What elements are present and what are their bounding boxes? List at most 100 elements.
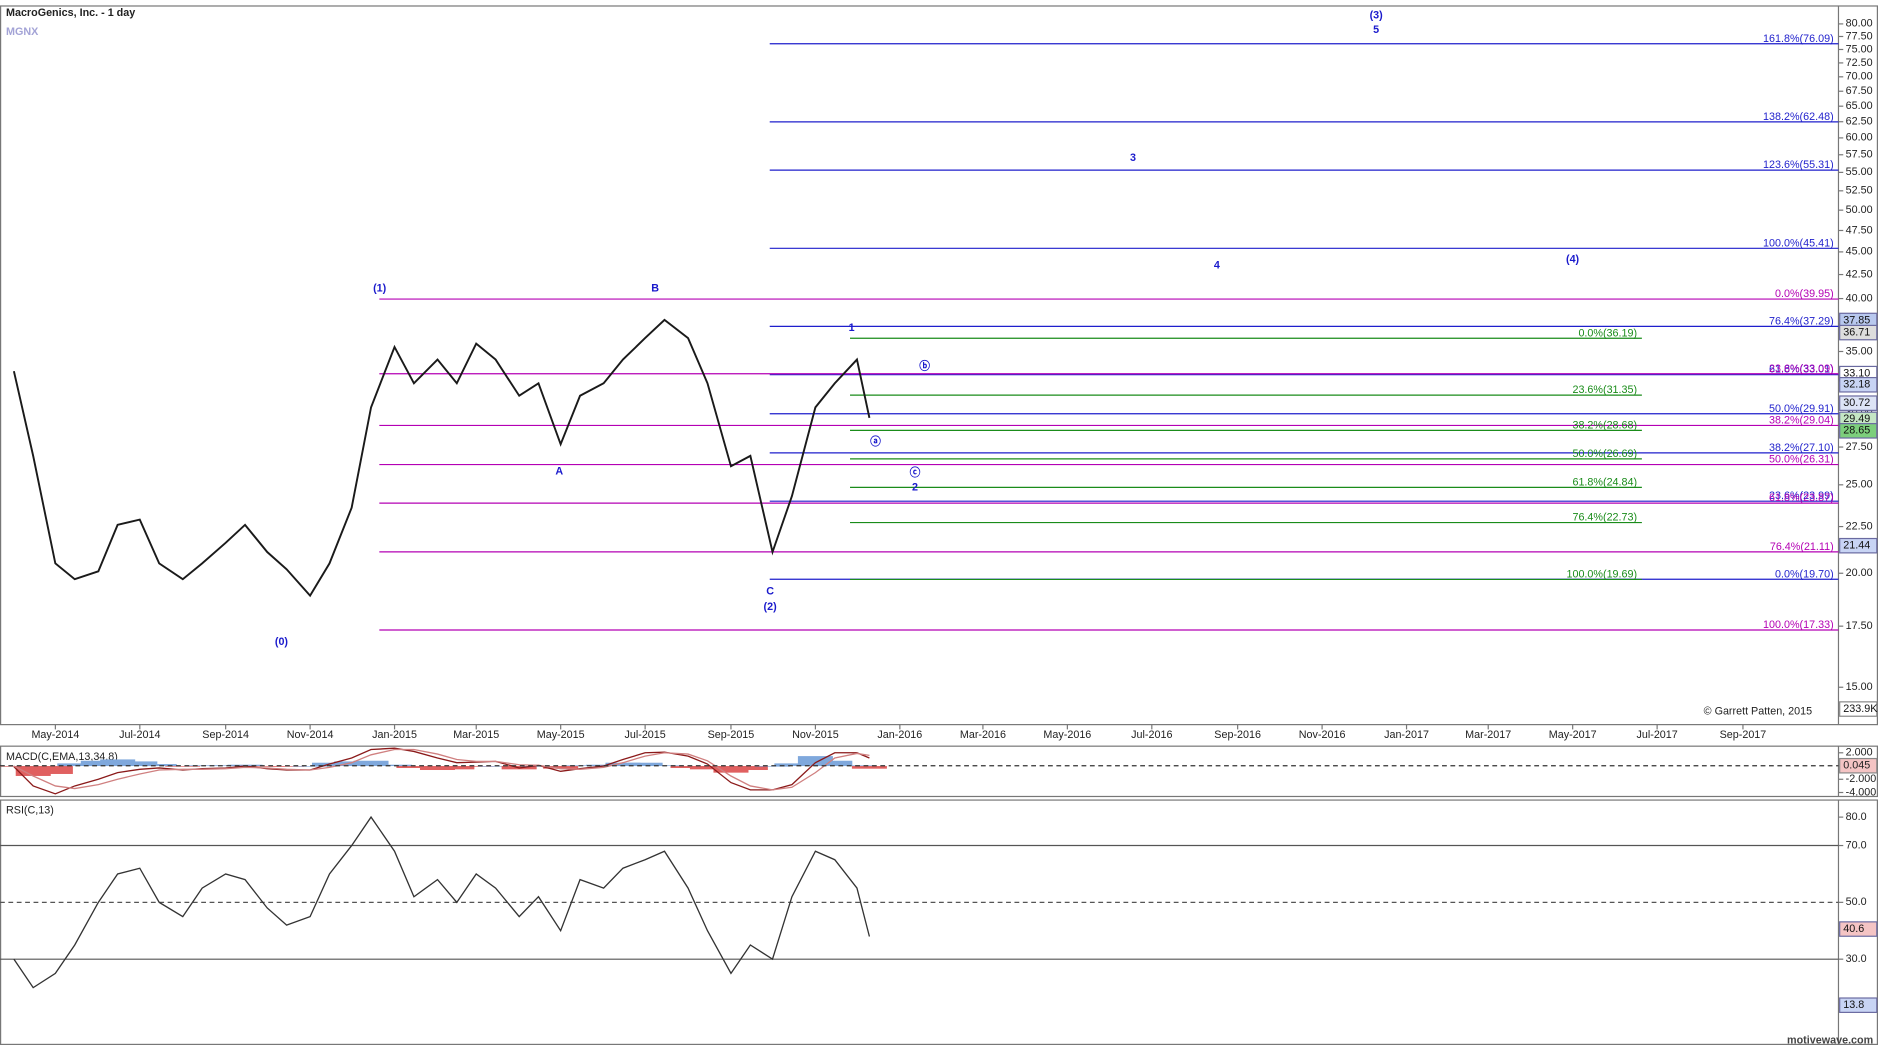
fib-label: 76.4%(21.11): [1770, 541, 1834, 553]
histogram-bar: [396, 766, 432, 769]
histogram-bar: [334, 761, 370, 767]
x-tick-label: May-2014: [31, 729, 79, 741]
value-tag-label: 13.8: [1843, 999, 1864, 1011]
fib-label: 61.8%(23.87): [1769, 492, 1834, 504]
x-tick-label: Jul-2017: [1636, 729, 1677, 741]
value-tag-label: 40.6: [1843, 923, 1864, 935]
x-tick-label: Jul-2015: [624, 729, 665, 741]
series-line: [13, 747, 870, 795]
fib-label: 76.4%(22.73): [1572, 512, 1637, 524]
x-tick-label: Sep-2014: [202, 729, 249, 741]
histogram-bar: [689, 766, 725, 770]
wave-label: 3: [1130, 152, 1136, 164]
value-tag: [1839, 324, 1878, 341]
series-line: [12, 318, 871, 598]
y-tick-label: 20.00: [1846, 567, 1873, 579]
series-line: [13, 815, 871, 989]
y-tick-label: 35.00: [1846, 345, 1873, 357]
y-tick-label: 50.00: [1846, 204, 1873, 216]
x-tick-label: Nov-2015: [792, 729, 839, 741]
histogram-bar: [269, 766, 305, 767]
x-tick-label: Jan-2015: [372, 729, 417, 741]
histogram-bar: [605, 762, 641, 767]
value-tag-label: 33.10: [1843, 367, 1870, 379]
y-tick-label: 2.000: [1846, 747, 1873, 759]
y-tick-label: -2.000: [1846, 773, 1877, 785]
fib-label: 50.0%(26.69): [1572, 448, 1637, 460]
wave-label: 4: [1214, 260, 1220, 272]
wave-label: (1): [373, 282, 387, 294]
y-tick-label: 75.00: [1846, 43, 1873, 55]
histogram-bar: [817, 760, 853, 767]
wave-label: (3): [1370, 9, 1384, 21]
histogram-bar: [57, 763, 93, 767]
value-tag-label: 0.045: [1843, 760, 1870, 772]
symbol: MGNX: [6, 26, 39, 38]
histogram-bar: [851, 766, 887, 769]
y-tick-label: 15.00: [1846, 681, 1873, 693]
fib-label: 100.0%(45.41): [1763, 237, 1834, 249]
wave-label: B: [651, 282, 659, 294]
y-tick-label: 65.00: [1846, 100, 1873, 112]
fib-label: 0.0%(39.95): [1775, 288, 1834, 300]
histogram-bar: [797, 756, 833, 767]
histogram-bar: [586, 764, 622, 767]
fib-label: 23.6%(31.35): [1572, 384, 1637, 396]
y-tick-label: 62.50: [1846, 116, 1873, 128]
x-tick-label: Mar-2016: [960, 729, 1006, 741]
value-tag: [1839, 376, 1878, 393]
histogram-bar: [208, 765, 244, 767]
value-tag-label: 36.71: [1843, 326, 1870, 338]
histogram-bar: [543, 766, 579, 769]
histogram-bar: [627, 762, 663, 767]
y-tick-label: 77.50: [1846, 30, 1873, 42]
x-tick-label: Jul-2014: [119, 729, 160, 741]
value-tag-label: 29.49: [1843, 413, 1870, 425]
histogram-bar: [249, 766, 285, 767]
fib-label: 0.0%(36.19): [1578, 327, 1637, 339]
y-tick-label: 52.50: [1846, 185, 1873, 197]
histogram-bar: [141, 764, 177, 767]
x-tick-label: Jan-2016: [877, 729, 922, 741]
value-tag: [1839, 395, 1878, 411]
value-tag: [1839, 997, 1878, 1013]
x-tick-label: Jul-2016: [1131, 729, 1172, 741]
copyright: © Garrett Patten, 2015: [1704, 705, 1812, 717]
x-tick-label: Jan-2017: [1384, 729, 1429, 741]
wave-label: (0): [275, 636, 289, 648]
x-tick-label: May-2016: [1043, 729, 1091, 741]
histogram-bar: [122, 761, 158, 767]
y-tick-label: 27.50: [1846, 441, 1873, 453]
panel-frame: [0, 5, 1878, 726]
y-tick-label: 47.50: [1846, 224, 1873, 236]
fib-label: 23.6%(23.99): [1769, 490, 1834, 502]
y-tick-label: 70.00: [1846, 71, 1873, 83]
y-tick-label: 40.00: [1846, 292, 1873, 304]
value-tag: [1839, 757, 1878, 774]
x-tick-label: Sep-2015: [708, 729, 755, 741]
histogram-bar: [732, 766, 768, 771]
wave-label: 1: [849, 322, 855, 334]
histogram-bar: [100, 759, 136, 767]
histogram-bar: [439, 766, 475, 770]
histogram-bar: [37, 766, 73, 774]
value-tag-label: 37.85: [1843, 314, 1870, 326]
histogram-bar: [713, 766, 749, 773]
fib-label: 123.6%(55.31): [1763, 159, 1834, 171]
fib-label: 138.2%(62.48): [1763, 111, 1834, 123]
fib-label: 61.8%(24.84): [1572, 476, 1637, 488]
wave-label: ⓐ: [870, 435, 881, 448]
y-tick-label: 22.50: [1846, 520, 1873, 532]
value-tag: [1839, 921, 1878, 937]
y-tick-label: 60.00: [1846, 132, 1873, 144]
y-tick-label: 55.00: [1846, 166, 1873, 178]
histogram-bar: [458, 766, 494, 767]
histogram-bar: [419, 766, 455, 771]
histogram-bar: [15, 766, 51, 776]
x-tick-label: Mar-2017: [1465, 729, 1511, 741]
histogram-bar: [670, 766, 706, 769]
wave-label: ⓑ: [919, 359, 930, 372]
y-tick-label: 72.50: [1846, 57, 1873, 69]
